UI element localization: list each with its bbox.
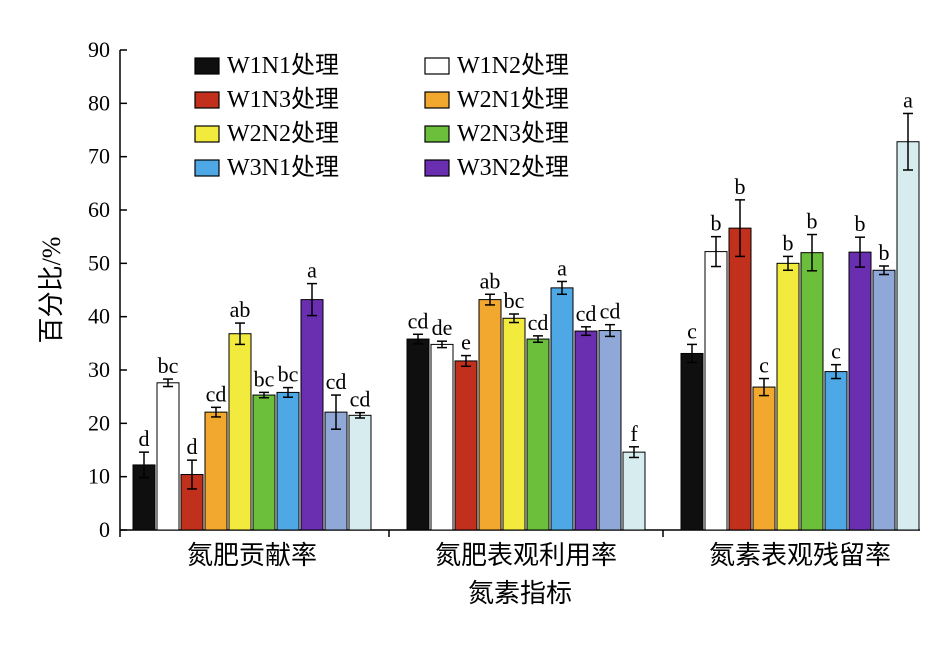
- y-tick-label: 50: [88, 250, 110, 275]
- bar: [157, 383, 179, 530]
- sig-letter: bc: [254, 366, 275, 391]
- bar: [277, 392, 299, 530]
- sig-letter: b: [879, 240, 890, 265]
- bar: [455, 361, 477, 530]
- sig-letter: a: [307, 258, 317, 283]
- sig-letter: bc: [278, 362, 299, 387]
- bar: [527, 339, 549, 530]
- bar: [753, 387, 775, 530]
- sig-letter: f: [630, 421, 638, 446]
- bar: [253, 395, 275, 530]
- y-tick-label: 10: [88, 464, 110, 489]
- sig-letter: bc: [158, 353, 179, 378]
- sig-letter: cd: [528, 310, 549, 335]
- sig-letter: e: [461, 330, 471, 355]
- chart-container: 0102030405060708090百分比/%dbcdcdabbcbcacdc…: [20, 20, 933, 637]
- bar: [729, 228, 751, 530]
- legend-swatch: [195, 126, 219, 142]
- sig-letter: cd: [326, 369, 347, 394]
- legend-label: W3N1处理: [227, 154, 339, 181]
- sig-letter: b: [783, 230, 794, 255]
- sig-letter: c: [831, 339, 841, 364]
- bar: [407, 339, 429, 530]
- legend-label: W2N3处理: [457, 120, 569, 147]
- bar: [777, 263, 799, 530]
- sig-letter: ab: [230, 297, 251, 322]
- sig-letter: ab: [480, 268, 501, 293]
- sig-letter: c: [759, 353, 769, 378]
- legend-label: W1N2处理: [457, 52, 569, 79]
- sig-letter: de: [432, 315, 453, 340]
- y-axis-title: 百分比/%: [37, 237, 66, 344]
- sig-letter: a: [557, 255, 567, 280]
- sig-letter: a: [903, 87, 913, 112]
- bar: [873, 270, 895, 530]
- sig-letter: b: [807, 209, 818, 234]
- bar: [599, 331, 621, 530]
- bar: [431, 344, 453, 530]
- sig-letter: d: [187, 434, 198, 459]
- legend-swatch: [425, 58, 449, 74]
- x-group-label: 氮素表观残留率: [709, 541, 891, 570]
- x-group-label: 氮肥表观利用率: [435, 541, 617, 570]
- sig-letter: b: [711, 211, 722, 236]
- legend-label: W2N1处理: [457, 86, 569, 113]
- bar: [849, 252, 871, 530]
- y-tick-label: 40: [88, 304, 110, 329]
- sig-letter: cd: [576, 301, 597, 326]
- bar: [825, 372, 847, 530]
- bar: [575, 331, 597, 530]
- bar: [681, 353, 703, 530]
- sig-letter: cd: [408, 308, 429, 333]
- legend-label: W1N1处理: [227, 52, 339, 79]
- bar: [479, 300, 501, 530]
- bar: [551, 288, 573, 530]
- x-group-label: 氮肥贡献率: [187, 541, 317, 570]
- bar: [229, 334, 251, 530]
- sig-letter: cd: [206, 381, 227, 406]
- bar: [801, 253, 823, 530]
- sig-letter: c: [687, 318, 697, 343]
- bar: [503, 318, 525, 530]
- bar: [205, 412, 227, 530]
- sig-letter: d: [139, 426, 150, 451]
- sig-letter: b: [735, 174, 746, 199]
- legend-label: W2N2处理: [227, 120, 339, 147]
- y-tick-label: 80: [88, 90, 110, 115]
- sig-letter: cd: [600, 299, 621, 324]
- legend-swatch: [195, 58, 219, 74]
- bar: [349, 415, 371, 530]
- bar: [301, 300, 323, 530]
- y-tick-label: 0: [99, 517, 110, 542]
- bar: [897, 142, 919, 530]
- bar: [705, 252, 727, 530]
- y-tick-label: 60: [88, 197, 110, 222]
- legend-swatch: [425, 160, 449, 176]
- y-tick-label: 30: [88, 357, 110, 382]
- sig-letter: bc: [504, 288, 525, 313]
- sig-letter: cd: [350, 387, 371, 412]
- legend-swatch: [425, 126, 449, 142]
- legend-label: W3N2处理: [457, 154, 569, 181]
- y-tick-label: 70: [88, 144, 110, 169]
- y-tick-label: 90: [88, 37, 110, 62]
- bar: [623, 452, 645, 530]
- y-tick-label: 20: [88, 410, 110, 435]
- legend-swatch: [195, 160, 219, 176]
- legend-swatch: [425, 92, 449, 108]
- legend-swatch: [195, 92, 219, 108]
- x-axis-title: 氮素指标: [468, 579, 572, 608]
- bar-chart-svg: 0102030405060708090百分比/%dbcdcdabbcbcacdc…: [20, 20, 933, 637]
- sig-letter: b: [855, 211, 866, 236]
- legend-label: W1N3处理: [227, 86, 339, 113]
